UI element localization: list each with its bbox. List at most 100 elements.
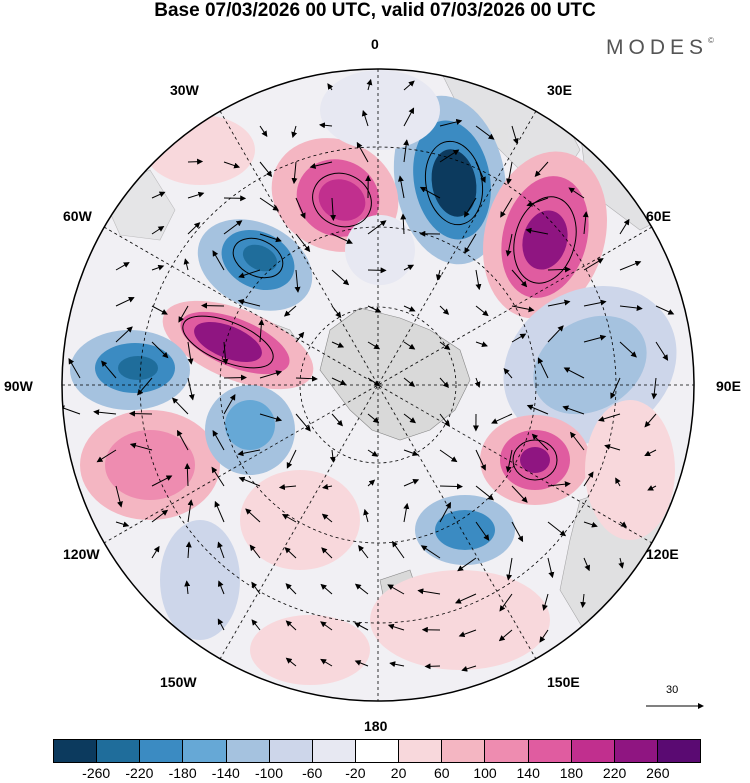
meridian-label-60e: 60E: [646, 208, 671, 224]
wind-vector: [475, 305, 489, 317]
wind-vector: [439, 377, 449, 389]
wind-vector: [284, 547, 297, 559]
wind-vector: [115, 485, 123, 508]
wind-vector: [151, 509, 169, 523]
wind-vector: [463, 197, 477, 218]
wind-vector: [187, 158, 204, 165]
wind-vector: [619, 521, 628, 528]
wind-vector: [474, 377, 481, 388]
wind-vector: [330, 197, 337, 221]
wind-vector: [403, 502, 410, 523]
meridian-label-120w: 120W: [63, 546, 100, 562]
wind-vector: [285, 620, 297, 631]
wind-vector: [223, 220, 243, 235]
wind-vector: [511, 333, 527, 343]
wind-vector: [367, 341, 381, 350]
map-title: Base 07/03/2026 00 UTC, valid 07/03/2026…: [154, 0, 596, 21]
wind-vector: [129, 442, 153, 451]
wind-vector: [547, 521, 567, 537]
colorbar-tick-label: 60: [434, 765, 450, 781]
wind-vector: [151, 225, 165, 235]
wind-vector: [327, 83, 334, 91]
colorbar-swatch: [226, 740, 270, 762]
wind-vector: [457, 557, 477, 572]
wind-vector: [331, 269, 350, 286]
colorbar-tick-label: 220: [602, 765, 627, 781]
wind-vector: [387, 623, 405, 631]
wind-vector: [367, 305, 382, 313]
wind-vector: [238, 476, 261, 487]
colorbar-tick-label: -220: [125, 765, 154, 781]
wind-vector: [295, 413, 311, 432]
wind-vector: [329, 449, 336, 463]
colorbar-tick-label: -100: [254, 765, 284, 781]
wind-vector: [598, 413, 621, 422]
colorbar-swatch: [269, 740, 313, 762]
meridian-label-180: 180: [364, 718, 388, 734]
wind-vector: [259, 233, 282, 243]
wind-vector: [539, 629, 549, 643]
wind-vector: [619, 218, 630, 235]
meridian-label-30w: 30W: [170, 82, 199, 98]
wind-vector: [187, 499, 194, 523]
wind-vector: [187, 377, 195, 401]
wind-vector: [439, 341, 451, 351]
wind-vector: [618, 557, 625, 569]
wind-vector: [291, 161, 298, 185]
wind-vector: [151, 264, 165, 271]
wind-vector: [511, 125, 519, 145]
wind-vector: [115, 262, 130, 271]
wind-vector: [647, 485, 657, 491]
wind-vector: [389, 661, 405, 668]
wind-vector: [403, 341, 416, 350]
wind-vector: [187, 222, 201, 235]
colorbar-tick-label: 140: [516, 765, 540, 781]
wind-vector: [615, 477, 621, 487]
wind-vector: [439, 449, 458, 463]
wind-vector: [461, 665, 477, 672]
wind-vector: [129, 410, 153, 417]
wind-vector: [562, 405, 585, 415]
colorbar-swatch: [657, 740, 701, 762]
wind-vector: [403, 449, 419, 457]
wind-vector: [151, 341, 169, 359]
wind-vector: [367, 220, 387, 235]
wind-vector: [322, 483, 333, 490]
wind-vector: [367, 449, 379, 457]
wind-vector: [93, 409, 117, 416]
wind-vector: [387, 584, 405, 595]
wind-vector: [320, 621, 333, 631]
wind-vector: [331, 377, 347, 385]
wind-vector: [526, 404, 549, 415]
wind-vector: [251, 581, 261, 595]
wind-vector: [475, 161, 486, 184]
wind-vector: [354, 660, 369, 667]
wind-vector: [223, 394, 236, 415]
wind-vector: [259, 413, 283, 422]
colorbar-tick-label: 180: [559, 765, 584, 781]
wind-vector: [321, 513, 333, 523]
wind-vector: [583, 334, 607, 343]
meridian-label-90e: 90E: [716, 378, 741, 394]
wind-vector: [403, 264, 415, 271]
wind-vector: [259, 125, 268, 138]
wind-vector: [320, 658, 333, 667]
wind-vector: [309, 161, 333, 169]
wind-vector: [223, 374, 247, 381]
wind-vector: [331, 305, 342, 318]
wind-vector: [96, 449, 117, 463]
wind-vector: [505, 233, 513, 257]
wind-vector: [403, 107, 415, 127]
meridian-label-90w: 90W: [4, 378, 33, 394]
wind-vector: [185, 541, 192, 559]
meridian-label-150e: 150E: [547, 674, 580, 690]
brand-logo: MODES©: [606, 36, 714, 60]
wind-vector: [610, 377, 621, 400]
wind-vector: [101, 360, 117, 379]
wind-vector: [403, 479, 420, 487]
wind-vector: [547, 557, 555, 579]
wind-vector: [439, 413, 451, 427]
wind-vector: [655, 341, 669, 361]
wind-vector: [582, 211, 589, 235]
